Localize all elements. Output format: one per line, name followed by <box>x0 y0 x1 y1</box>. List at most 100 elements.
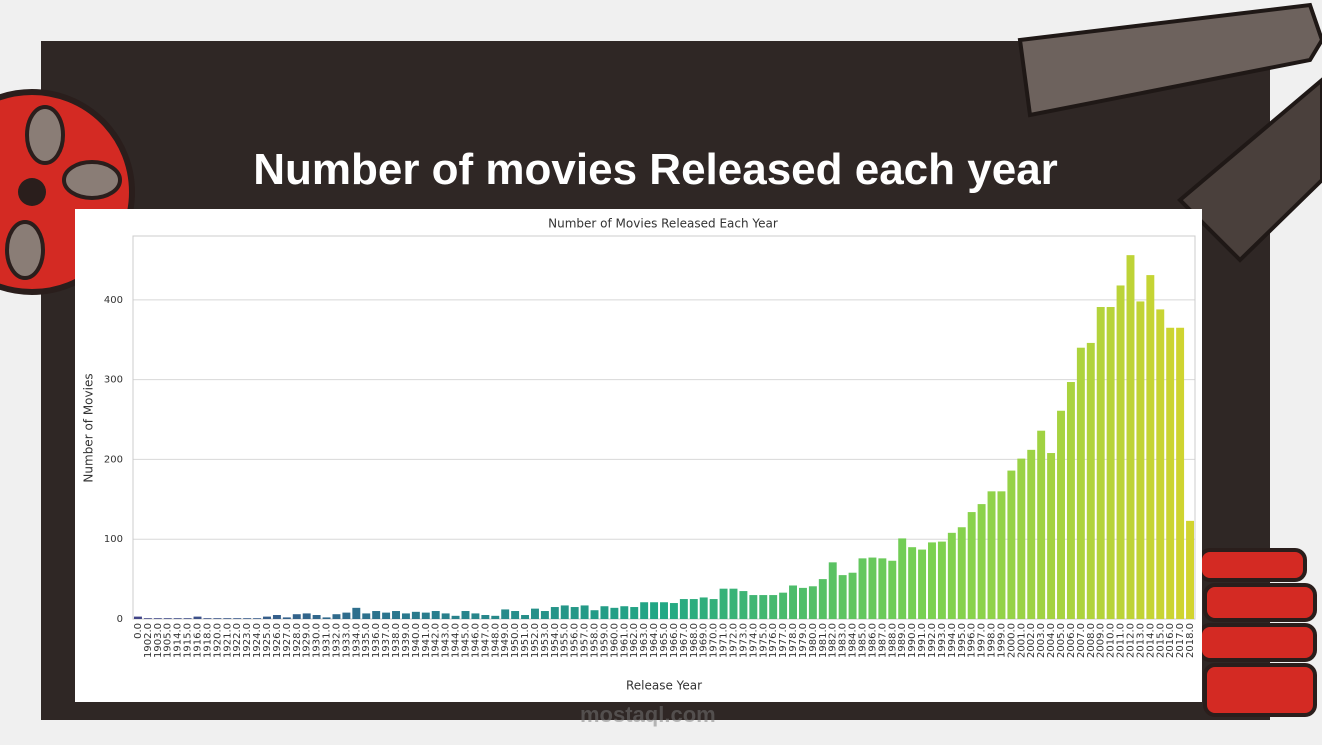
bar <box>1057 410 1065 619</box>
x-tick-label: 1921.0 <box>222 623 233 658</box>
x-tick-label: 1958.0 <box>590 623 601 658</box>
x-tick-label: 1950.0 <box>510 623 521 658</box>
x-tick-label: 2017.0 <box>1175 623 1186 658</box>
bar <box>292 614 301 619</box>
bar <box>1047 453 1056 619</box>
bar <box>679 599 688 619</box>
bar <box>967 512 976 619</box>
bar <box>868 557 877 619</box>
x-tick-label: 2009.0 <box>1096 623 1107 658</box>
x-tick-label: 1941.0 <box>421 623 432 658</box>
bar <box>550 607 559 619</box>
bar <box>431 611 440 619</box>
bar <box>798 587 807 619</box>
x-tick-label: 1971.0 <box>719 623 730 658</box>
x-tick-label: 1953.0 <box>540 623 551 658</box>
x-tick-label: 2005.0 <box>1056 623 1067 658</box>
bar <box>491 615 500 619</box>
x-tick-label: 2004.0 <box>1046 623 1057 658</box>
bar <box>233 618 242 619</box>
bar <box>1176 327 1185 619</box>
bar <box>580 605 589 619</box>
bar <box>928 542 936 619</box>
x-tick-label: 1938.0 <box>391 623 402 658</box>
bar <box>828 562 837 619</box>
bar <box>640 602 649 619</box>
x-tick-label: 1933.0 <box>341 623 352 658</box>
x-tick-label: 2001.0 <box>1016 623 1027 658</box>
bar <box>461 611 470 619</box>
bar <box>689 599 698 619</box>
bar <box>1166 327 1175 619</box>
x-tick-label: 1948.0 <box>490 623 501 658</box>
x-tick-label: 1945.0 <box>460 623 471 658</box>
watermark: mostaql.com <box>580 702 716 727</box>
bar <box>531 608 539 619</box>
bar <box>481 615 490 619</box>
x-tick-label: 0.0 <box>133 623 144 639</box>
x-tick-label: 1986.0 <box>867 623 878 658</box>
bar <box>263 616 271 619</box>
bar <box>1106 307 1115 619</box>
bar <box>1007 470 1016 619</box>
x-tick-label: 2008.0 <box>1086 623 1097 658</box>
x-tick-label: 2012.0 <box>1125 623 1136 658</box>
bar <box>312 615 321 619</box>
x-tick-label: 2010.0 <box>1106 623 1117 658</box>
x-axis-label: Release Year <box>626 679 702 693</box>
x-tick-label: 1991.0 <box>917 623 928 658</box>
x-tick-label: 1915.0 <box>183 623 194 658</box>
bar <box>143 618 152 619</box>
x-tick-label: 1978.0 <box>788 623 799 658</box>
bar <box>987 491 996 619</box>
x-tick-label: 1989.0 <box>897 623 908 658</box>
x-tick-label: 1980.0 <box>808 623 819 658</box>
bar <box>163 618 172 619</box>
bar <box>1146 275 1155 619</box>
x-tick-label: 1902.0 <box>143 623 154 658</box>
bar <box>213 618 222 619</box>
x-tick-label: 2002.0 <box>1026 623 1037 658</box>
bar <box>977 504 986 619</box>
x-tick-label: 2015.0 <box>1155 623 1166 658</box>
x-tick-label: 1949.0 <box>500 623 511 658</box>
x-tick-label: 1990.0 <box>907 623 918 658</box>
x-tick-label: 1975.0 <box>758 623 769 658</box>
bar <box>818 579 827 619</box>
bar <box>620 606 629 619</box>
bar <box>759 595 768 619</box>
bar <box>1037 430 1046 619</box>
bar <box>570 607 579 619</box>
bar <box>282 617 291 619</box>
x-tick-label: 2006.0 <box>1066 623 1077 658</box>
slide-title: Number of movies Released each year <box>253 145 1058 194</box>
x-tick-label: 1966.0 <box>669 623 680 658</box>
bar <box>1126 255 1135 619</box>
bar <box>630 607 639 619</box>
x-tick-label: 1995.0 <box>957 623 968 658</box>
chart-title: Number of Movies Released Each Year <box>548 217 778 231</box>
bar <box>511 611 520 619</box>
bar <box>1136 301 1145 619</box>
bar <box>411 611 420 619</box>
bar <box>709 599 718 619</box>
x-tick-label: 1969.0 <box>699 623 710 658</box>
x-tick-label: 1916.0 <box>193 623 204 658</box>
bar <box>1116 285 1125 619</box>
y-tick-label: 300 <box>104 375 123 386</box>
bar <box>947 532 956 619</box>
x-tick-label: 1947.0 <box>480 623 491 658</box>
bar <box>362 613 371 619</box>
x-tick-label: 1937.0 <box>381 623 392 658</box>
x-tick-label: 1983.0 <box>838 623 849 658</box>
bar <box>1027 449 1036 619</box>
x-tick-label: 1905.0 <box>163 623 174 658</box>
x-tick-label: 1993.0 <box>937 623 948 658</box>
bar <box>193 616 202 619</box>
x-tick-label: 1903.0 <box>153 623 164 658</box>
x-tick-label: 1936.0 <box>371 623 382 658</box>
bar <box>1156 309 1165 619</box>
bar <box>858 558 867 619</box>
bar <box>590 610 599 619</box>
x-tick-label: 1962.0 <box>629 623 640 658</box>
